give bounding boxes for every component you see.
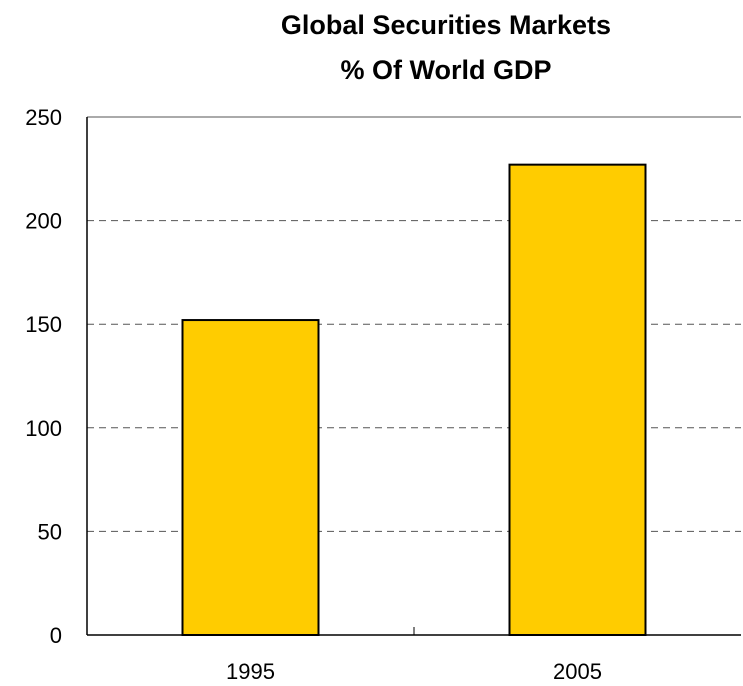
x-tick-label: 2005 xyxy=(553,659,602,684)
y-tick-label: 150 xyxy=(25,312,62,337)
x-tick-labels: 1995 2005 xyxy=(226,659,602,684)
y-tick-label: 250 xyxy=(25,105,62,130)
x-tick-label: 1995 xyxy=(226,659,275,684)
y-tick-label: 200 xyxy=(25,209,62,234)
chart-title-line-2: % Of World GDP xyxy=(340,55,551,85)
axes xyxy=(86,117,741,636)
bar-2005 xyxy=(508,163,647,636)
bar-1995 xyxy=(181,319,320,636)
chart-title: Global Securities Markets % Of World GDP xyxy=(281,10,611,85)
chart-title-line-1: Global Securities Markets xyxy=(281,10,611,40)
y-tick-label: 50 xyxy=(38,519,62,544)
y-tick-label: 0 xyxy=(50,623,62,648)
y-tick-label: 100 xyxy=(25,416,62,441)
bars xyxy=(181,163,647,636)
y-tick-labels: 0 50 100 150 200 250 xyxy=(25,105,62,648)
